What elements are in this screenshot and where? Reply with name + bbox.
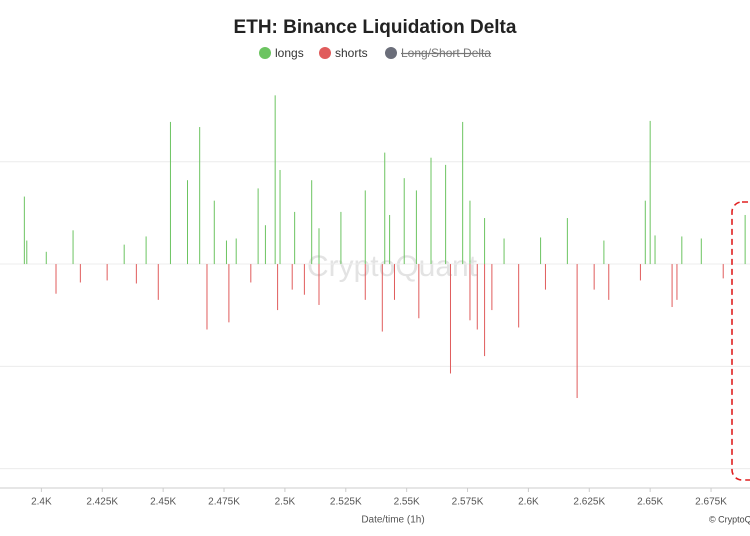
bar (72, 230, 74, 265)
bar (187, 180, 188, 265)
bar (744, 214, 746, 265)
bar (318, 228, 320, 265)
bar (608, 264, 610, 300)
bar (418, 264, 420, 319)
bar (364, 264, 366, 300)
bar (462, 121, 464, 265)
legend-marker (319, 47, 331, 59)
bar (213, 200, 215, 265)
bar (593, 264, 595, 290)
bar (403, 178, 405, 265)
legend-marker (259, 47, 271, 59)
bar (393, 264, 395, 300)
bar (274, 95, 276, 265)
bar (45, 251, 47, 265)
bar (264, 225, 266, 265)
legend-item[interactable]: shorts (319, 46, 368, 60)
bar (23, 196, 25, 265)
bar (491, 264, 493, 311)
bar (566, 218, 568, 265)
bar (303, 264, 305, 295)
x-tick-label: 2.5K (275, 497, 296, 508)
bar (145, 236, 147, 265)
bar (123, 244, 125, 265)
bar (445, 164, 447, 265)
watermark: CryptoQuant (307, 250, 478, 283)
bar (722, 264, 724, 279)
credit: © CryptoQuant (709, 514, 750, 524)
bar (518, 264, 520, 328)
bar (135, 264, 137, 284)
bar (681, 236, 683, 265)
bar (654, 235, 656, 265)
legend-item[interactable]: Long/Short Delta (385, 46, 491, 60)
legend-item[interactable]: longs (259, 46, 304, 60)
bar (381, 264, 383, 332)
bar (157, 264, 159, 300)
bar (106, 264, 108, 281)
bar (235, 238, 237, 265)
bar (26, 240, 28, 265)
bar (649, 120, 651, 265)
chart-title: ETH: Binance Liquidation Delta (234, 17, 517, 38)
x-tick-label: 2.475K (208, 497, 240, 508)
x-axis-label: Date/time (1h) (361, 515, 424, 526)
bar (291, 264, 293, 290)
legend-marker (385, 47, 397, 59)
bar (384, 152, 386, 265)
bar (469, 264, 471, 321)
bar (199, 127, 201, 265)
x-tick-label: 2.65K (637, 497, 663, 508)
bar (676, 264, 678, 300)
bar (540, 237, 542, 265)
bar (250, 264, 252, 283)
legend-label: Long/Short Delta (401, 46, 491, 60)
bar (639, 264, 641, 281)
x-tick-label: 2.55K (394, 497, 420, 508)
x-tick-label: 2.45K (150, 497, 176, 508)
bar (576, 264, 578, 399)
bar (55, 264, 57, 294)
bar (364, 190, 366, 265)
x-tick-label: 2.625K (573, 497, 605, 508)
bar (257, 188, 259, 265)
bar (318, 264, 320, 305)
bar (700, 238, 702, 265)
bar (277, 264, 279, 311)
bar (544, 264, 546, 290)
bar (311, 180, 313, 265)
bar (228, 264, 230, 323)
bar (503, 238, 505, 265)
legend-label: longs (275, 46, 304, 60)
bar (469, 200, 471, 265)
bar (484, 264, 486, 357)
bar (430, 157, 432, 265)
bar (340, 211, 342, 265)
highlight-box (731, 201, 750, 481)
x-tick-label: 2.4K (31, 497, 52, 508)
bar (476, 264, 478, 330)
x-tick-label: 2.525K (330, 497, 362, 508)
bar (449, 264, 451, 374)
bar (603, 240, 605, 265)
bar (484, 218, 486, 265)
legend: longs shorts Long/Short Delta (259, 46, 491, 60)
bar (294, 211, 296, 265)
bar (389, 214, 391, 265)
x-tick-label: 2.6K (518, 497, 539, 508)
bar (79, 264, 81, 283)
bar (279, 169, 281, 265)
x-tick-label: 2.425K (86, 497, 118, 508)
bar (225, 240, 227, 265)
x-tick-label: 2.575K (452, 497, 484, 508)
x-tick-label: 2.675K (695, 497, 727, 508)
bar (644, 200, 646, 265)
bar (415, 190, 417, 265)
bar (169, 121, 171, 265)
bar (206, 264, 208, 330)
legend-label: shorts (335, 46, 368, 60)
bar (671, 264, 673, 308)
